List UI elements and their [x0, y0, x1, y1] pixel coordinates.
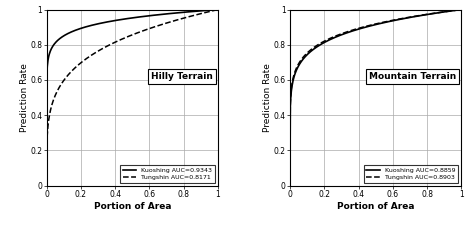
- Y-axis label: Prediction Rate: Prediction Rate: [20, 63, 29, 132]
- Kuoshing AUC=0.9343: [125, 17, 131, 20]
- Legend: Kuoshing AUC=0.8859, Tungshin AUC=0.8903: Kuoshing AUC=0.8859, Tungshin AUC=0.8903: [364, 165, 458, 183]
- Kuoshing AUC=0.8859: [370, 24, 375, 27]
- Tungshin AUC=0.8903: [459, 8, 464, 11]
- Kuoshing AUC=0.9343: [184, 10, 190, 13]
- Kuoshing AUC=0.8859: [428, 13, 433, 15]
- Tungshin AUC=0.8171: [146, 27, 151, 30]
- Kuoshing AUC=0.8859: [454, 9, 460, 11]
- Tungshin AUC=0.8171: [215, 8, 221, 11]
- Tungshin AUC=0.8171: [211, 9, 217, 12]
- Text: Hilly Terrain: Hilly Terrain: [151, 72, 213, 81]
- X-axis label: Portion of Area: Portion of Area: [94, 202, 171, 211]
- Tungshin AUC=0.8903: [389, 19, 395, 22]
- Line: Tungshin AUC=0.8903: Tungshin AUC=0.8903: [290, 10, 461, 186]
- Tungshin AUC=0.8171: [126, 35, 132, 38]
- Kuoshing AUC=0.9343: [146, 15, 151, 17]
- Kuoshing AUC=0.8859: [389, 20, 395, 22]
- Line: Kuoshing AUC=0.9343: Kuoshing AUC=0.9343: [47, 10, 218, 186]
- Kuoshing AUC=0.9343: [215, 8, 221, 11]
- Tungshin AUC=0.8903: [380, 21, 385, 24]
- Kuoshing AUC=0.9343: [137, 15, 142, 18]
- Kuoshing AUC=0.8859: [369, 24, 374, 27]
- Kuoshing AUC=0.9343: [44, 184, 49, 187]
- Tungshin AUC=0.8903: [428, 12, 433, 15]
- Kuoshing AUC=0.8859: [287, 184, 293, 187]
- Line: Kuoshing AUC=0.8859: Kuoshing AUC=0.8859: [290, 10, 461, 186]
- Tungshin AUC=0.8903: [370, 23, 375, 26]
- Kuoshing AUC=0.9343: [211, 8, 217, 11]
- Tungshin AUC=0.8171: [44, 184, 49, 187]
- Kuoshing AUC=0.9343: [126, 17, 132, 20]
- Tungshin AUC=0.8903: [287, 184, 293, 187]
- Tungshin AUC=0.8903: [454, 9, 460, 11]
- Legend: Kuoshing AUC=0.9343, Tungshin AUC=0.8171: Kuoshing AUC=0.9343, Tungshin AUC=0.8171: [120, 165, 215, 183]
- Tungshin AUC=0.8171: [125, 35, 131, 38]
- Tungshin AUC=0.8171: [137, 31, 142, 34]
- Tungshin AUC=0.8171: [184, 16, 190, 19]
- X-axis label: Portion of Area: Portion of Area: [337, 202, 414, 211]
- Line: Tungshin AUC=0.8171: Tungshin AUC=0.8171: [47, 10, 218, 186]
- Kuoshing AUC=0.8859: [380, 21, 385, 24]
- Tungshin AUC=0.8903: [369, 24, 374, 26]
- Y-axis label: Prediction Rate: Prediction Rate: [263, 63, 272, 132]
- Text: Mountain Terrain: Mountain Terrain: [369, 72, 456, 81]
- Kuoshing AUC=0.8859: [459, 8, 464, 11]
